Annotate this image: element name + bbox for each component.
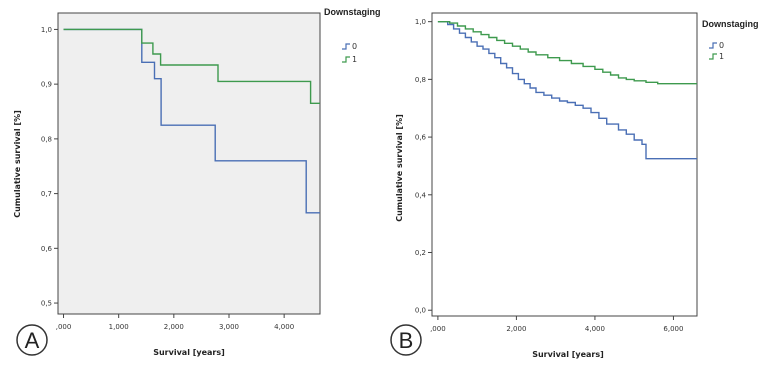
panel-b-legend-swatch-1 (709, 53, 717, 60)
panel-a-series (63, 28, 320, 214)
panel-a-legend-swatch-0 (342, 43, 350, 50)
panel-b-y-tick-label: 1,0 (415, 18, 426, 26)
panel-a-y-tick-label: 1,0 (41, 26, 52, 34)
panel-a-x-tick-label: ,000 (56, 323, 72, 331)
panel-b: 0,0 0,2 0,4 0,6 0,8 1,0 ,000 2,000 4,000 6,000 Su… (390, 12, 759, 359)
panel-a-x-tick-label: 3,000 (219, 323, 239, 331)
panel-b-y-axis-label: Cumulative survival [%] (395, 114, 404, 222)
panel-a-x-tick-label: 2,000 (164, 323, 184, 331)
panel-b-legend-label-0: 0 (719, 41, 724, 50)
panel-a-y-tick-label: 0,7 (41, 190, 52, 198)
panel-a-series-0-line (63, 28, 320, 214)
panel-b-x-tick-label: ,000 (430, 325, 446, 333)
panel-b-legend-title: Downstaging (702, 19, 759, 29)
panel-b-ticks: 0,0 0,2 0,4 0,6 0,8 1,0 ,000 2,000 4,000 6,000 (415, 18, 684, 333)
panel-b-y-tick-label: 0,0 (415, 307, 426, 315)
panel-b-legend-label-1: 1 (719, 52, 724, 61)
panel-b-y-tick-label: 0,4 (415, 191, 427, 199)
panel-b-legend-items: 01 (709, 41, 724, 61)
panel-b-series-1-line (437, 21, 697, 85)
panel-a: 0,5 0,6 0,7 0,8 0,9 1,0 ,000 1,000 2,000 3,000 4,0… (13, 7, 381, 357)
panel-a-letter-circle (16, 324, 48, 356)
panel-a-legend-title: Downstaging (324, 7, 381, 17)
panel-b-legend-swatch-0 (709, 42, 717, 49)
panel-b-legend: Downstaging 01 (702, 19, 759, 61)
panel-a-legend: Downstaging 01 (324, 7, 381, 64)
panel-a-legend-items: 01 (342, 42, 357, 64)
panel-a-legend-swatch-1 (342, 56, 350, 63)
panel-b-plot-area (431, 12, 698, 317)
panel-a-legend-label-1: 1 (352, 55, 357, 64)
panel-b-y-tick-label: 0,6 (415, 134, 427, 142)
panel-b-y-tick-label: 0,2 (415, 249, 426, 257)
panel-a-x-tick-label: 1,000 (109, 323, 129, 331)
panel-b-y-tick-label: 0,8 (415, 76, 426, 84)
panel-b-series (437, 21, 697, 160)
panel-a-series-1-line (63, 28, 320, 104)
panel-a-x-tick-label: 4,000 (274, 323, 294, 331)
panel-a-y-tick-label: 0,5 (41, 300, 52, 308)
panel-a-y-tick-label: 0,8 (41, 135, 52, 143)
panel-a-y-tick-label: 0,9 (41, 81, 52, 89)
panel-a-y-tick-label: 0,6 (41, 245, 53, 253)
panel-a-y-axis-label: Cumulative survival [%] (13, 110, 22, 218)
panel-a-ticks: 0,5 0,6 0,7 0,8 0,9 1,0 ,000 1,000 2,000 3,000 4,0… (41, 26, 294, 331)
panel-a-letter: A (25, 328, 40, 353)
panel-a-x-axis-label: Survival [years] (153, 348, 225, 357)
panel-b-letter-circle (390, 324, 422, 356)
panel-b-series-0-line (437, 21, 697, 160)
panel-b-letter: B (399, 328, 414, 353)
panel-b-x-tick-label: 6,000 (663, 325, 683, 333)
panel-a-legend-label-0: 0 (352, 42, 357, 51)
panel-b-x-tick-label: 4,000 (585, 325, 605, 333)
panel-b-x-tick-label: 2,000 (506, 325, 526, 333)
panel-a-plot-area (57, 12, 321, 315)
panel-b-x-axis-label: Survival [years] (532, 350, 604, 359)
